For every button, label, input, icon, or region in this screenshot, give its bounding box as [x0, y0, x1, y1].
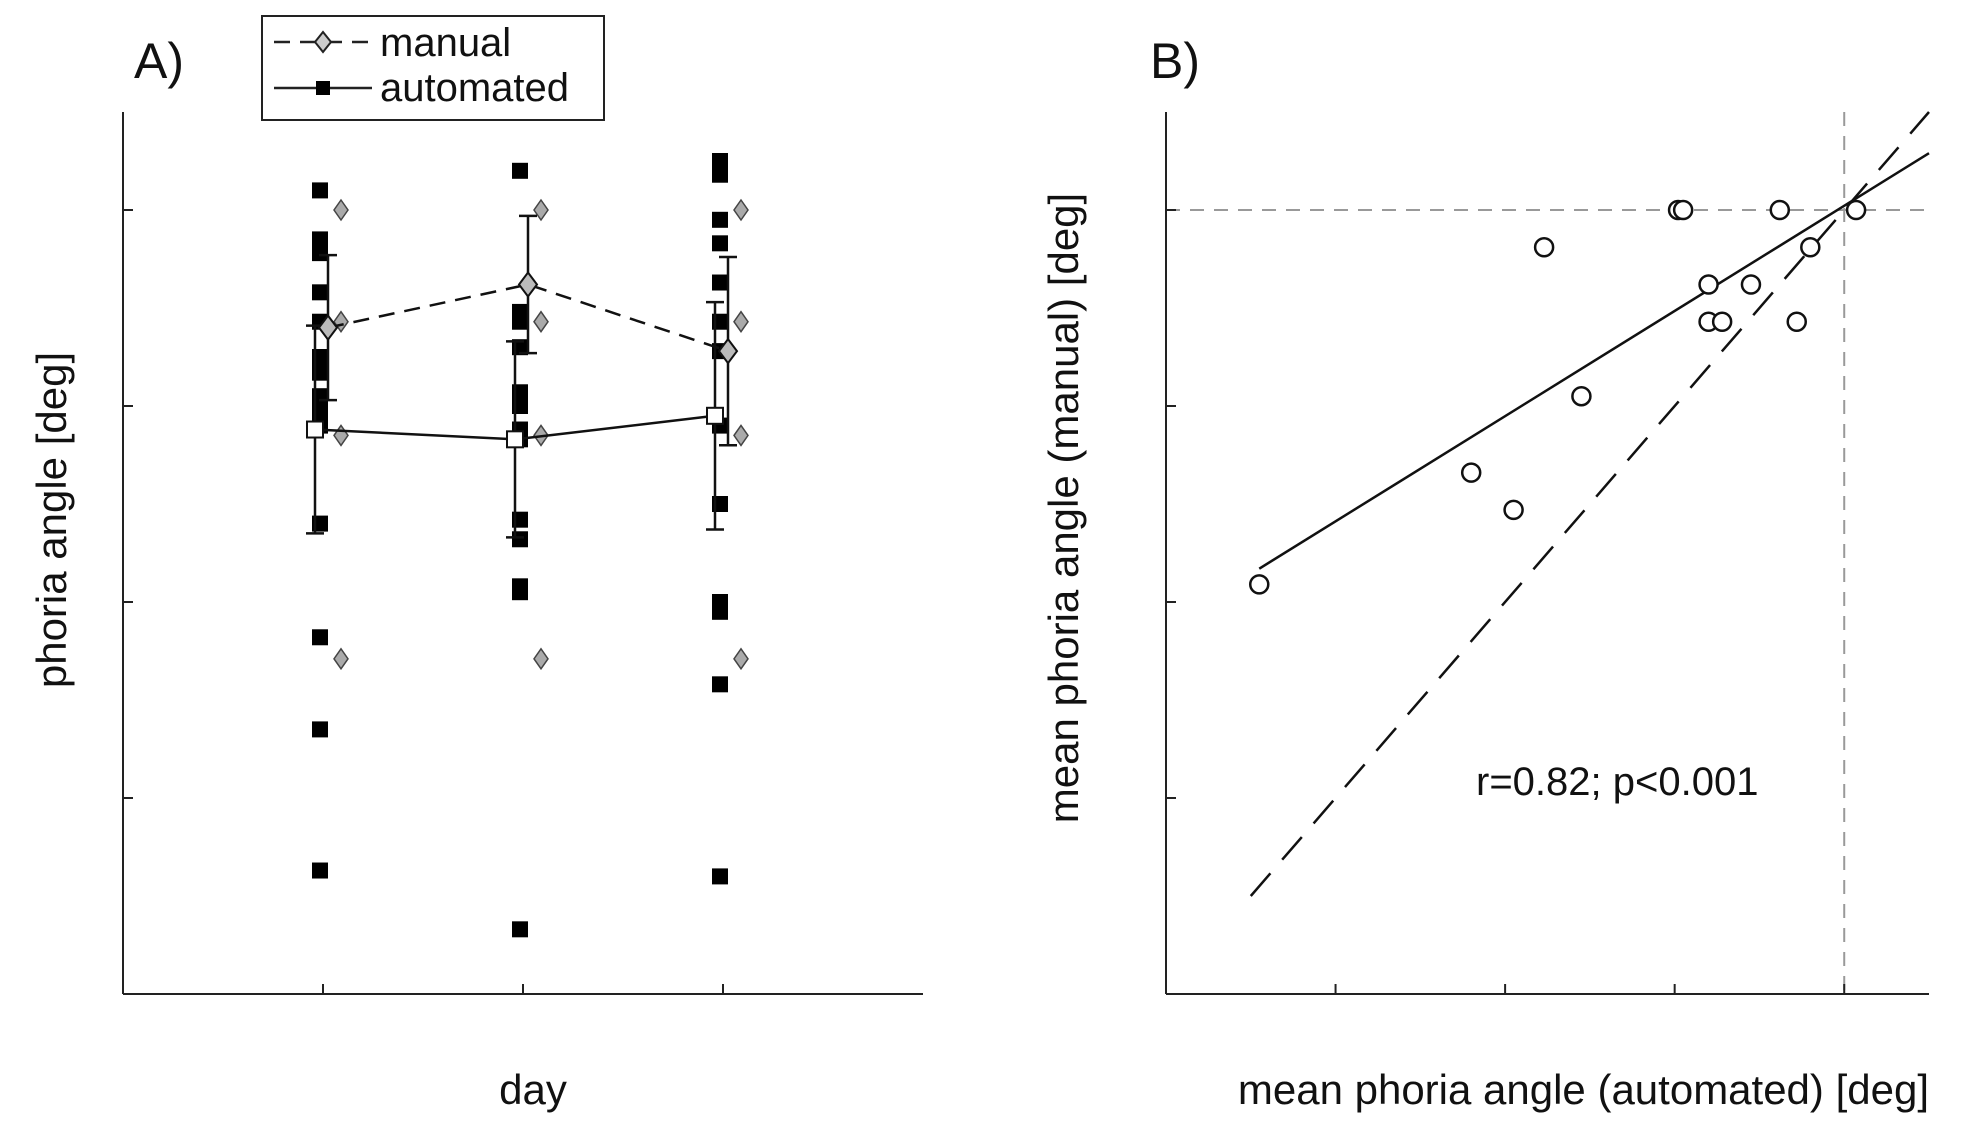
scatter-point [1769, 199, 1791, 221]
manual-point [333, 198, 349, 222]
automated-point [312, 721, 328, 738]
legend-manual-diamond-icon [313, 30, 333, 54]
panel-b-label: B) [1150, 33, 1200, 89]
legend-automated-label: automated [380, 66, 569, 110]
manual-mean-marker [517, 270, 539, 299]
manual-point [533, 647, 549, 671]
panel-a-series [306, 153, 749, 938]
automated-point [312, 231, 328, 248]
panel-a: A) day phoria angle [deg] manual automat… [28, 15, 923, 1113]
automated-mean-marker [706, 406, 724, 425]
automated-point [712, 274, 728, 291]
scatter-point [1460, 462, 1482, 483]
automated-point [312, 284, 328, 301]
automated-point [712, 676, 728, 693]
manual-point [733, 647, 749, 671]
manual-mean-line [327, 283, 729, 353]
automated-point [712, 868, 728, 885]
automated-point [712, 211, 728, 228]
manual-point [533, 198, 549, 222]
automated-point [712, 166, 728, 183]
automated-point [712, 153, 728, 169]
scatter-point [1800, 236, 1821, 258]
manual-point [733, 424, 749, 447]
legend: manual automated [261, 15, 605, 121]
legend-box [261, 15, 605, 121]
panel-b-ticks [1166, 209, 1846, 995]
automated-point [712, 603, 728, 620]
scatter-point [1786, 311, 1807, 332]
automated-point [512, 313, 528, 330]
automated-mean-marker [506, 430, 524, 449]
panel-a-ticks [123, 209, 724, 995]
identity-line [1249, 111, 1930, 897]
manual-mean-marker [717, 337, 739, 365]
panel-b-series [1249, 111, 1930, 897]
scatter-point [1740, 274, 1762, 295]
panel-a-label: A) [134, 33, 184, 89]
automated-point [512, 162, 528, 179]
scatter-point [1711, 311, 1733, 332]
panel-b-axes [1165, 112, 1929, 995]
automated-point [512, 921, 528, 938]
panel-b-y-axis-label: mean phoria angle (manual) [deg] [1040, 193, 1087, 823]
automated-point [312, 245, 328, 262]
automated-point [312, 182, 328, 199]
scatter-point [1533, 236, 1555, 258]
manual-point [733, 310, 749, 334]
correlation-annotation: r=0.82; p<0.001 [1476, 760, 1758, 804]
automated-point [712, 235, 728, 252]
scatter-point [1571, 385, 1592, 407]
legend-automated-square-icon [316, 81, 330, 95]
automated-point [312, 629, 328, 646]
automated-mean-marker [306, 420, 324, 439]
panel-b-reference-layer [1166, 112, 1929, 994]
regression-line [1258, 152, 1930, 570]
scatter-point [1672, 199, 1694, 221]
automated-point [512, 584, 528, 601]
scatter-point [1249, 574, 1270, 595]
scatter-point [1845, 199, 1867, 221]
panel-a-x-axis-label: day [499, 1066, 567, 1113]
scatter-point [1503, 499, 1524, 521]
scatter-point [1698, 274, 1719, 295]
panel-a-y-axis-label: phoria angle [deg] [28, 352, 75, 688]
panel-b: B) r=0.82; p<0.001 mean phoria angle (au… [1040, 33, 1930, 1113]
manual-point [733, 198, 749, 222]
manual-point [533, 310, 549, 334]
manual-point [333, 647, 349, 671]
legend-manual-label: manual [380, 21, 511, 65]
panel-b-x-axis-label: mean phoria angle (automated) [deg] [1238, 1066, 1929, 1113]
manual-mean-marker [317, 313, 339, 342]
automated-point [312, 862, 328, 879]
